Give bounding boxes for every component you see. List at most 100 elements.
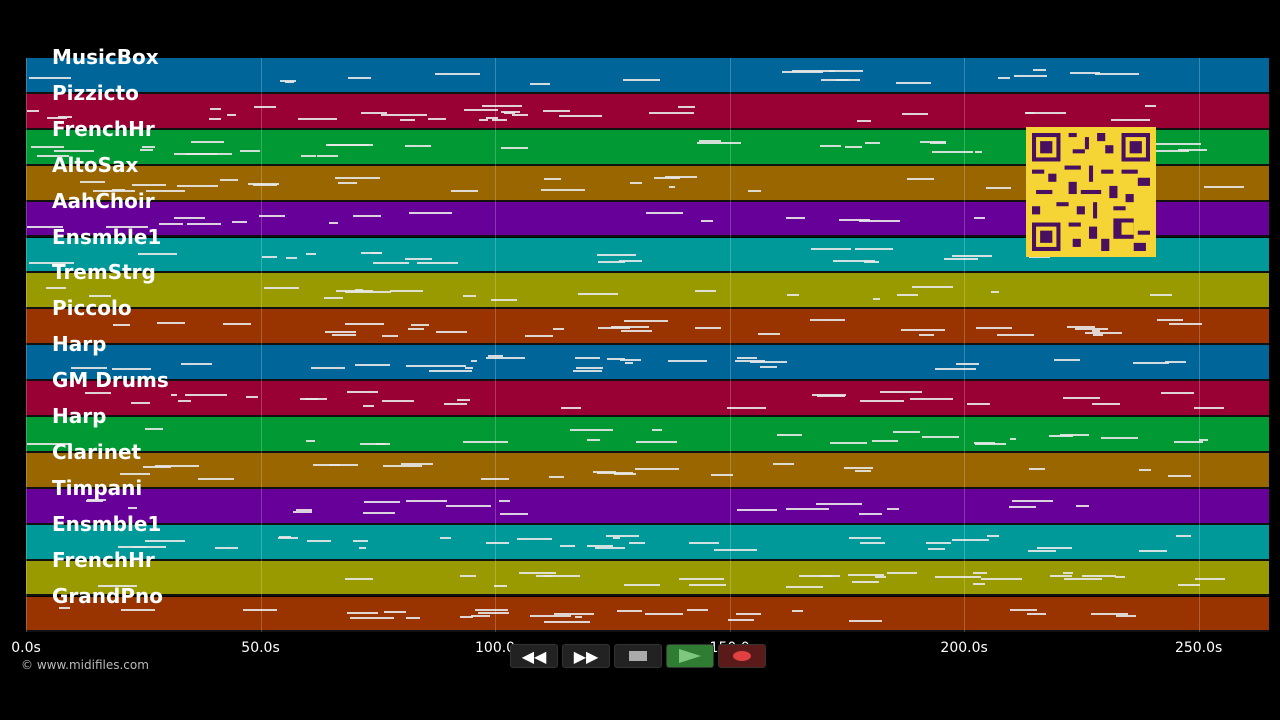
note-event [1027, 550, 1057, 553]
note-event [381, 113, 427, 116]
note-event [1091, 402, 1121, 405]
note-event [689, 583, 726, 586]
note-event [464, 366, 473, 369]
track-lane[interactable] [26, 452, 1269, 489]
note-event [665, 175, 698, 178]
note-event [177, 184, 219, 187]
play-button[interactable] [666, 644, 714, 668]
axis-tick-label: 100.0 [475, 640, 516, 656]
note-event [517, 537, 552, 540]
note-event [696, 142, 742, 145]
track-lane[interactable] [26, 524, 1269, 561]
record-button[interactable] [718, 644, 766, 668]
fast-forward-button[interactable]: ▶▶ [562, 644, 610, 668]
rewind-button[interactable]: ◀◀ [510, 644, 558, 668]
note-event [493, 585, 508, 588]
note-event [389, 290, 424, 293]
note-event [347, 77, 372, 80]
note-event [416, 262, 458, 265]
track-lane[interactable] [26, 596, 1269, 633]
note-event [407, 327, 425, 330]
note-event [190, 141, 225, 144]
note-event [893, 430, 920, 433]
note-event [980, 577, 1022, 580]
time-gridline [729, 58, 731, 632]
note-event [1100, 437, 1138, 440]
note-event [785, 508, 830, 511]
note-event [558, 115, 602, 118]
track-lane[interactable] [26, 93, 1269, 130]
note-event [736, 613, 762, 616]
note-event [1009, 438, 1017, 441]
time-gridline [260, 58, 262, 632]
track-lane[interactable] [26, 58, 1269, 94]
note-event [635, 467, 679, 470]
note-event [198, 478, 234, 481]
track-lane[interactable] [26, 488, 1269, 525]
track-lane[interactable] [26, 345, 1269, 382]
stop-button[interactable] [614, 644, 662, 668]
note-event [886, 572, 917, 575]
note-event [353, 539, 368, 542]
note-event [943, 258, 978, 261]
note-event [334, 177, 380, 180]
note-event [699, 140, 721, 143]
note-event [445, 504, 491, 507]
note-event [858, 513, 883, 516]
note-event [687, 609, 709, 612]
note-event [1161, 392, 1195, 395]
note-event [816, 503, 863, 506]
note-event [170, 393, 177, 396]
note-event [1139, 469, 1152, 472]
note-event [84, 392, 112, 395]
track-label: Ensmble1 [52, 224, 162, 249]
note-event [306, 253, 317, 256]
note-event [470, 360, 478, 363]
note-event [1198, 438, 1208, 441]
note-event [911, 286, 953, 289]
note-event [1028, 467, 1045, 470]
note-event [849, 620, 883, 623]
note-event [481, 104, 523, 107]
note-event [713, 549, 758, 552]
note-event [1177, 148, 1207, 151]
track-lane[interactable] [26, 381, 1269, 417]
note-event [973, 571, 987, 574]
track-lane[interactable] [26, 560, 1269, 597]
note-event [486, 117, 498, 120]
note-event [57, 116, 72, 119]
note-event [648, 112, 695, 115]
note-event [879, 391, 922, 394]
note-event [144, 539, 186, 542]
note-event [614, 472, 637, 475]
note-event [226, 113, 237, 116]
note-event [548, 476, 564, 479]
track-label: AltoSax [52, 152, 139, 177]
note-event [491, 298, 517, 301]
track-lane[interactable] [26, 309, 1269, 346]
note-event [477, 611, 510, 614]
note-event [1070, 71, 1100, 74]
note-event [499, 500, 511, 503]
note-event [1010, 609, 1038, 612]
note-event [935, 367, 977, 370]
note-event [617, 609, 643, 612]
note-event [694, 289, 716, 292]
note-event [689, 542, 720, 545]
track-lane[interactable] [26, 273, 1269, 310]
note-event [26, 109, 39, 112]
track-label: MusicBox [52, 45, 159, 69]
note-event [596, 254, 637, 257]
note-event [997, 334, 1035, 337]
note-event [926, 542, 952, 545]
track-lane[interactable] [26, 417, 1269, 453]
note-event [428, 370, 472, 373]
note-event [311, 366, 345, 369]
note-event [492, 118, 508, 121]
note-event [1195, 578, 1226, 581]
note-event [329, 221, 339, 224]
note-event [1076, 504, 1089, 507]
note-event [428, 117, 447, 120]
note-event [373, 261, 410, 264]
note-event [174, 217, 206, 220]
